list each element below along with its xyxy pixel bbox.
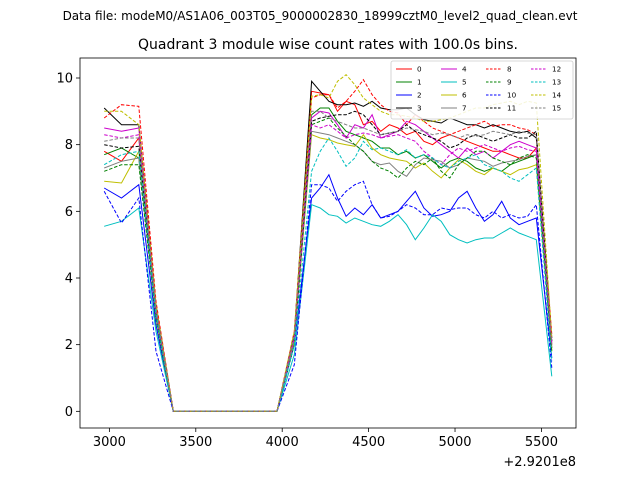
legend-label-1: 1 <box>417 78 422 87</box>
x-offset-label: +2.9201e8 <box>503 455 576 470</box>
y-axis: 0 2 4 6 8 10 <box>56 72 80 420</box>
x-tick-label: 5500 <box>525 435 558 450</box>
series-line-15 <box>104 110 553 412</box>
legend-label-3: 3 <box>417 104 422 113</box>
x-tick-label: 3500 <box>179 435 212 450</box>
x-tick-label: 4500 <box>352 435 385 450</box>
legend-label-2: 2 <box>417 91 422 100</box>
x-tick-label: 4000 <box>266 435 299 450</box>
data-file-label: Data file: modeM0/AS1A06_003T05_90000028… <box>63 9 578 23</box>
legend-label-5: 5 <box>462 78 467 87</box>
series-line-13 <box>103 137 553 412</box>
x-tick-label: 5000 <box>438 435 471 450</box>
y-tick-label: 10 <box>56 72 73 87</box>
y-tick-label: 8 <box>65 138 73 153</box>
y-tick-label: 0 <box>65 405 73 420</box>
legend-label-10: 10 <box>507 91 517 100</box>
y-tick-label: 2 <box>65 338 73 353</box>
series-line-9 <box>104 117 553 412</box>
series-layer <box>103 74 553 412</box>
legend-label-9: 9 <box>507 78 512 87</box>
legend-label-14: 14 <box>552 91 562 100</box>
chart-title: Quadrant 3 module wise count rates with … <box>138 37 518 53</box>
x-tick-label: 3000 <box>93 435 126 450</box>
legend-label-15: 15 <box>552 104 561 113</box>
legend-label-0: 0 <box>417 65 422 74</box>
legend-label-12: 12 <box>552 65 561 74</box>
y-tick-label: 6 <box>65 205 73 220</box>
plot-frame <box>79 57 577 429</box>
legend-box <box>390 60 574 120</box>
legend-label-6: 6 <box>462 91 467 100</box>
y-tick-label: 4 <box>65 272 73 287</box>
legend-label-8: 8 <box>507 65 512 74</box>
x-axis: 3000 3500 4000 4500 5000 5500 <box>93 428 558 450</box>
legend-label-7: 7 <box>462 104 467 113</box>
legend-label-13: 13 <box>552 78 561 87</box>
legend-label-4: 4 <box>462 65 467 74</box>
legend-label-11: 11 <box>507 104 516 113</box>
